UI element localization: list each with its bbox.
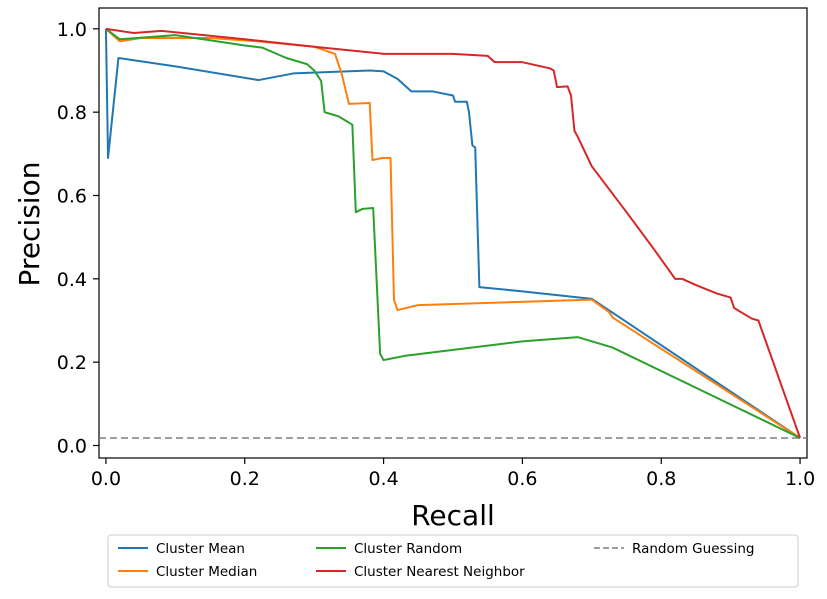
plot-area	[98, 7, 808, 459]
y-tick-label: 1.0	[57, 19, 87, 41]
y-tick-label: 0.4	[57, 269, 87, 291]
legend-item-cluster-random: Cluster Random	[316, 541, 462, 557]
legend-label: Cluster Random	[354, 541, 462, 557]
x-tick-label: 0.2	[230, 468, 260, 490]
legend-label: Cluster Nearest Neighbor	[354, 564, 525, 580]
x-tick-label: 0.6	[507, 468, 537, 490]
plot-frame	[98, 7, 808, 459]
y-tick-label: 0.0	[57, 436, 87, 458]
legend-label: Cluster Median	[156, 564, 257, 580]
x-tick-label: 0.8	[646, 468, 676, 490]
legend-box	[107, 534, 799, 588]
y-axis-label: Precision	[13, 162, 46, 287]
series-line-cluster-nearest-neighbor	[105, 27, 802, 439]
series-line-cluster-median	[105, 28, 801, 439]
legend-item-cluster-nearest-neighbor: Cluster Nearest Neighbor	[316, 564, 525, 580]
y-tick-label: 0.2	[57, 352, 87, 374]
y-axis: 0.0 0.2 0.4 0.6 0.8 1.0	[57, 19, 99, 458]
x-tick-label: 0.0	[91, 468, 121, 490]
legend-item-cluster-median: Cluster Median	[118, 564, 257, 580]
x-tick-label: 0.4	[368, 468, 398, 490]
legend-label: Cluster Mean	[156, 541, 245, 557]
x-axis-label: Recall	[411, 499, 495, 532]
x-tick-label: 1.0	[785, 468, 815, 490]
series-line-cluster-random	[105, 28, 801, 439]
x-axis: 0.0 0.2 0.4 0.6 0.8 1.0	[91, 458, 815, 490]
series-line-cluster-mean	[104, 28, 801, 439]
y-tick-label: 0.8	[57, 102, 87, 124]
legend-label: Random Guessing	[632, 541, 754, 557]
y-tick-label: 0.6	[57, 186, 87, 208]
series-layer	[99, 27, 807, 439]
legend: Cluster Mean Cluster Median Cluster Random…	[107, 534, 799, 588]
legend-item-cluster-mean: Cluster Mean	[118, 541, 245, 557]
legend-item-random-guessing: Random Guessing	[594, 541, 754, 557]
